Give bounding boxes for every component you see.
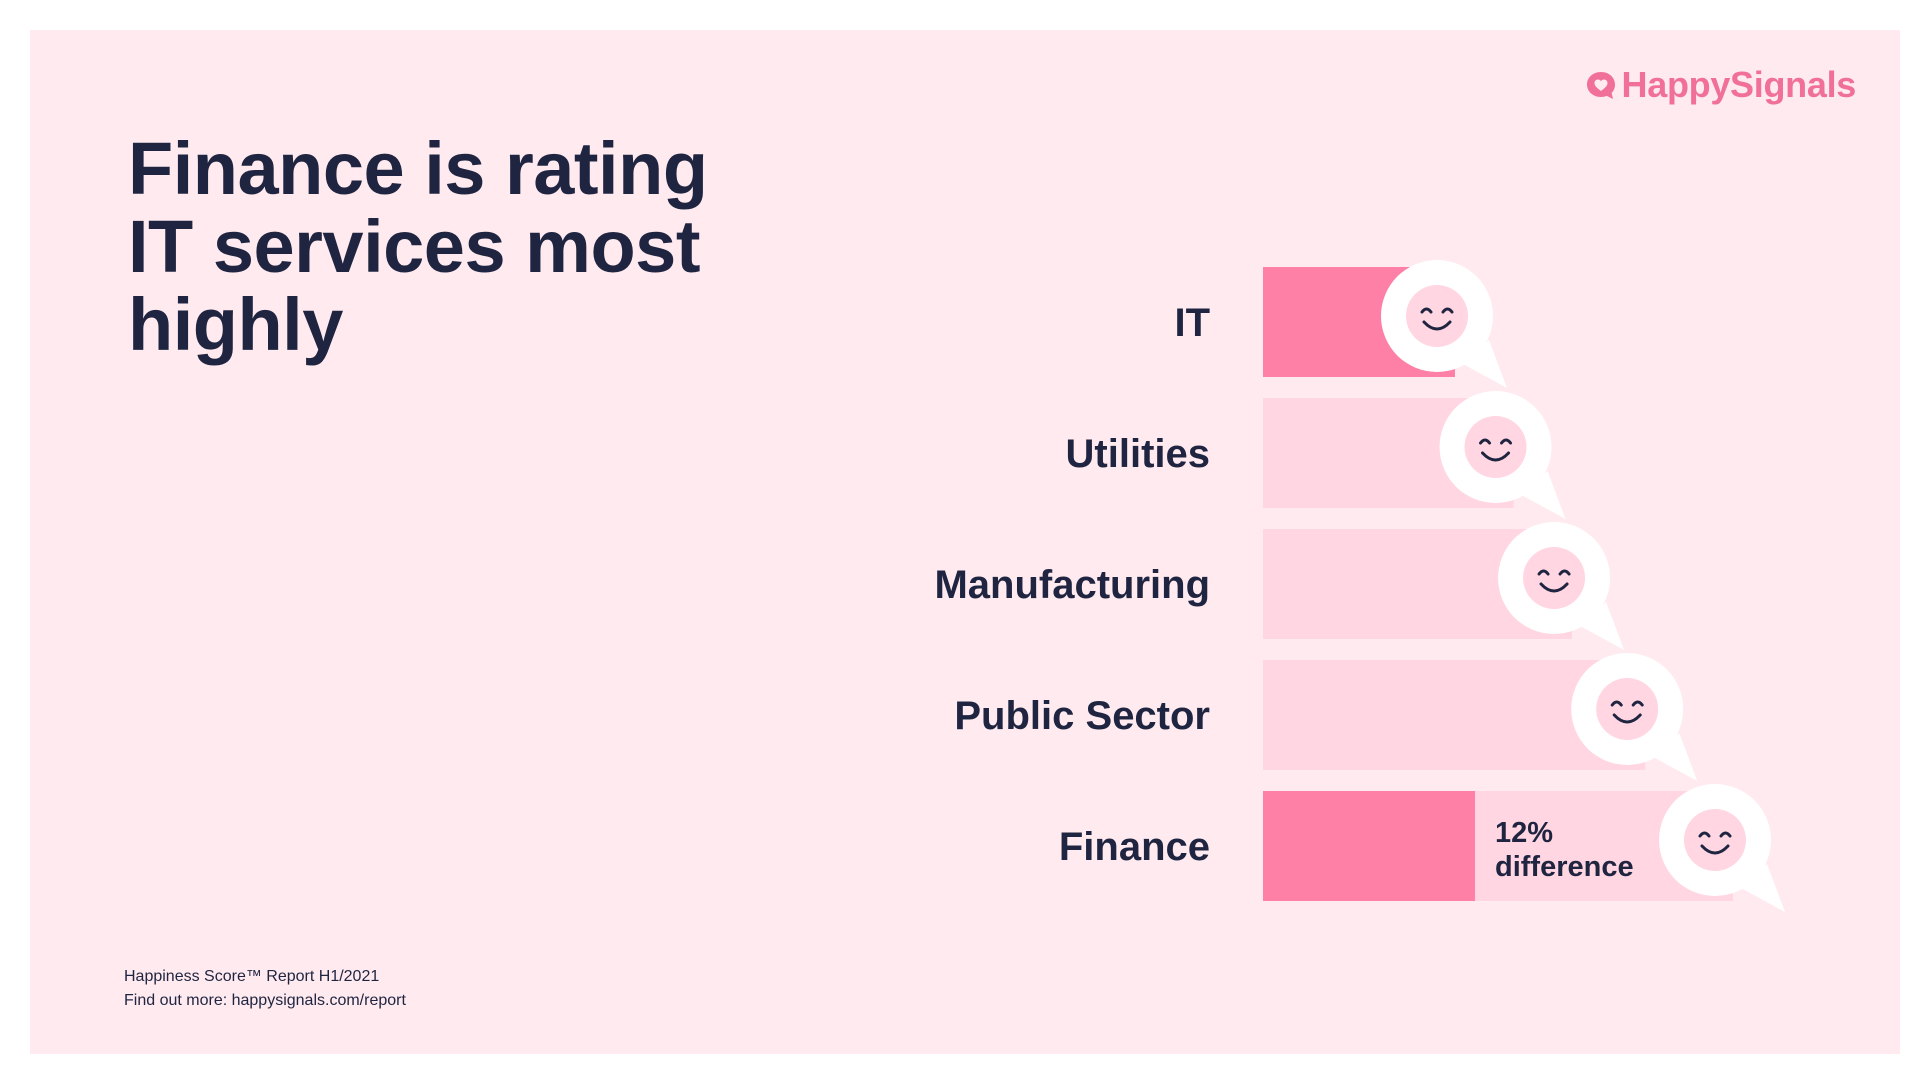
bar-group: Manufacturing	[934, 522, 1625, 650]
slide: Finance is rating IT services most highl…	[30, 30, 1900, 1054]
category-label: Public Sector	[954, 694, 1210, 738]
smiley-face-icon	[1659, 784, 1785, 912]
heart-speech-bubble-icon	[1586, 72, 1615, 99]
footer-report-name: Happiness Score™ Report H1/2021	[124, 968, 380, 985]
bar-chart: IT Utilities Manufacturing Public Sector Fin…	[934, 260, 1785, 912]
smiley-face-icon	[1439, 391, 1566, 519]
baseline-bar-segment	[1263, 791, 1475, 901]
logo-text: HappySignals	[1621, 64, 1857, 105]
footer: Happiness Score™ Report H1/2021 Find out…	[124, 965, 406, 1013]
category-label: Utilities	[1066, 432, 1210, 476]
smiley-face-icon	[1571, 653, 1698, 781]
bar-group: IT	[1174, 260, 1507, 388]
happysignals-logo: HappySignals	[1584, 64, 1856, 106]
category-label: Manufacturing	[934, 563, 1210, 607]
smiley-face-icon	[1498, 522, 1625, 650]
smiley-face-icon	[1381, 260, 1507, 388]
bar-group: Finance 12%difference	[1059, 784, 1785, 912]
difference-label: difference	[1495, 851, 1634, 883]
bar-group: Public Sector	[954, 653, 1698, 781]
category-label: IT	[1174, 301, 1210, 345]
category-label: Finance	[1059, 825, 1210, 869]
footer-link[interactable]: Find out more: happysignals.com/report	[124, 992, 406, 1009]
page-title: Finance is rating IT services most highl…	[128, 127, 708, 366]
bar-group: Utilities	[1066, 391, 1566, 519]
difference-value: 12%	[1495, 817, 1553, 849]
